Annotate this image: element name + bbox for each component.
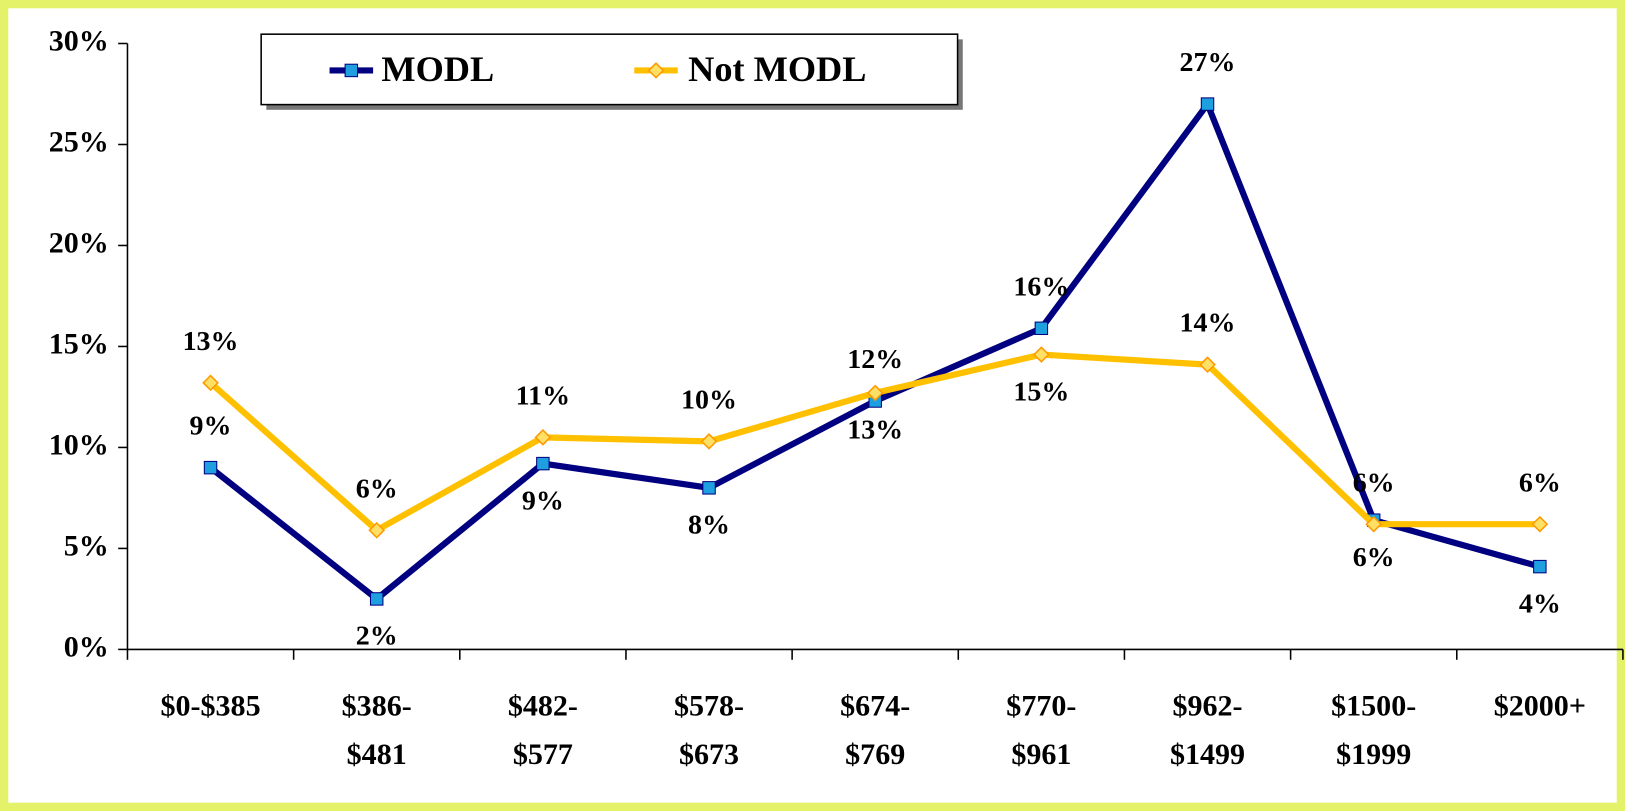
legend-marker [647,62,665,79]
marker [1531,515,1549,533]
x-tick-label: $578-$673 [674,689,744,771]
data-label: 12% [847,344,903,375]
data-label: 10% [681,384,737,415]
y-tick-label: 30% [49,24,109,57]
data-label: 4% [1519,588,1561,619]
x-tick-label: $482-$577 [508,689,578,771]
marker [1533,559,1547,574]
marker [1200,97,1215,111]
marker [534,429,552,446]
marker [203,460,218,475]
x-tick-label: $386-$481 [342,689,412,771]
marker [1365,515,1383,533]
data-label: 13% [847,415,903,446]
y-tick-label: 25% [49,125,109,158]
marker [700,433,718,450]
legend-label: MODL [381,49,494,89]
data-label: 8% [688,510,730,541]
x-tick-label: $770-$961 [1006,689,1076,771]
y-tick-label: 0% [64,630,109,663]
x-tick-label: $2000+ [1494,689,1586,722]
marker [202,374,219,392]
legend-label: Not MODL [688,49,866,89]
data-label: 14% [1180,308,1236,339]
data-label: 6% [1353,467,1395,498]
data-label: 9% [190,411,232,442]
data-label: 6% [356,473,398,504]
marker [1034,321,1049,336]
marker [1033,346,1050,363]
marker [368,521,386,539]
y-tick-label: 15% [49,327,109,360]
x-tick-label: $962-$1499 [1170,689,1245,771]
y-tick-label: 20% [49,226,109,259]
y-tick-label: 5% [64,529,109,562]
data-label: 13% [183,326,239,357]
data-label: 6% [1519,467,1561,498]
x-tick-label: $1500-$1999 [1331,689,1416,771]
marker [369,592,384,606]
data-label: 15% [1013,376,1069,407]
marker [866,384,884,402]
data-label: 27% [1180,47,1236,78]
data-label: 11% [516,380,570,411]
data-label: 2% [356,621,398,652]
marker [536,456,550,471]
data-label: 16% [1013,271,1069,302]
data-label: 9% [522,485,564,516]
x-tick-label: $674-$769 [840,689,910,771]
x-tick-label: $0-$385 [160,689,260,722]
legend-marker [344,63,359,78]
marker [702,481,716,495]
legend-box [260,33,959,106]
data-label: 6% [1353,542,1395,573]
y-tick-label: 10% [49,428,109,461]
marker [1199,356,1216,373]
